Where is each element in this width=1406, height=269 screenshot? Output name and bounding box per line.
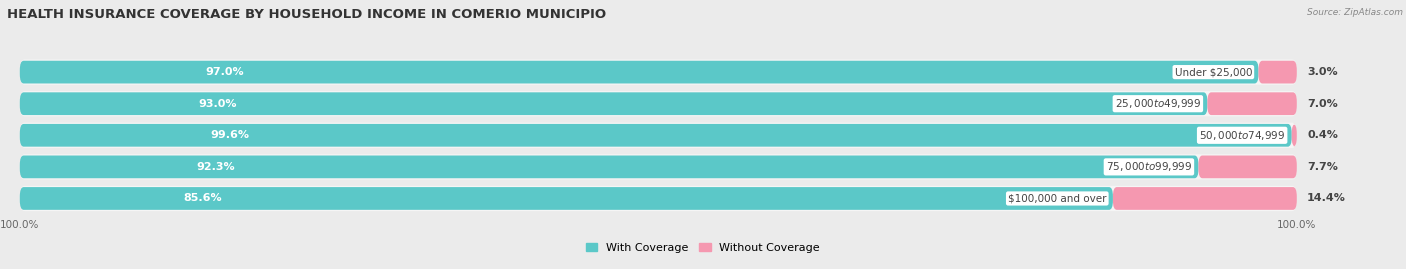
Text: 100.0%: 100.0% xyxy=(0,220,39,230)
Text: 97.0%: 97.0% xyxy=(205,67,245,77)
Text: HEALTH INSURANCE COVERAGE BY HOUSEHOLD INCOME IN COMERIO MUNICIPIO: HEALTH INSURANCE COVERAGE BY HOUSEHOLD I… xyxy=(7,8,606,21)
Text: 92.3%: 92.3% xyxy=(197,162,235,172)
Text: 14.4%: 14.4% xyxy=(1308,193,1346,203)
FancyBboxPatch shape xyxy=(20,186,1296,211)
FancyBboxPatch shape xyxy=(1208,92,1296,115)
FancyBboxPatch shape xyxy=(20,124,1292,147)
Text: 93.0%: 93.0% xyxy=(198,99,236,109)
FancyBboxPatch shape xyxy=(20,91,1296,116)
Text: $75,000 to $99,999: $75,000 to $99,999 xyxy=(1105,160,1192,174)
FancyBboxPatch shape xyxy=(1198,155,1296,178)
FancyBboxPatch shape xyxy=(20,59,1296,85)
Text: 7.0%: 7.0% xyxy=(1308,99,1337,109)
Text: $50,000 to $74,999: $50,000 to $74,999 xyxy=(1199,129,1285,142)
FancyBboxPatch shape xyxy=(20,123,1296,148)
Text: 0.4%: 0.4% xyxy=(1308,130,1339,140)
Text: 3.0%: 3.0% xyxy=(1308,67,1337,77)
FancyBboxPatch shape xyxy=(20,187,1114,210)
FancyBboxPatch shape xyxy=(1258,61,1296,83)
FancyBboxPatch shape xyxy=(1292,124,1296,147)
Text: 7.7%: 7.7% xyxy=(1308,162,1339,172)
Text: 99.6%: 99.6% xyxy=(211,130,250,140)
FancyBboxPatch shape xyxy=(20,61,1258,83)
Text: $25,000 to $49,999: $25,000 to $49,999 xyxy=(1115,97,1201,110)
FancyBboxPatch shape xyxy=(20,155,1198,178)
Text: 100.0%: 100.0% xyxy=(1277,220,1316,230)
FancyBboxPatch shape xyxy=(1114,187,1296,210)
FancyBboxPatch shape xyxy=(20,92,1208,115)
Text: 85.6%: 85.6% xyxy=(184,193,222,203)
Text: $100,000 and over: $100,000 and over xyxy=(1008,193,1107,203)
Text: Source: ZipAtlas.com: Source: ZipAtlas.com xyxy=(1308,8,1403,17)
FancyBboxPatch shape xyxy=(20,154,1296,179)
Text: Under $25,000: Under $25,000 xyxy=(1174,67,1253,77)
Legend: With Coverage, Without Coverage: With Coverage, Without Coverage xyxy=(586,243,820,253)
